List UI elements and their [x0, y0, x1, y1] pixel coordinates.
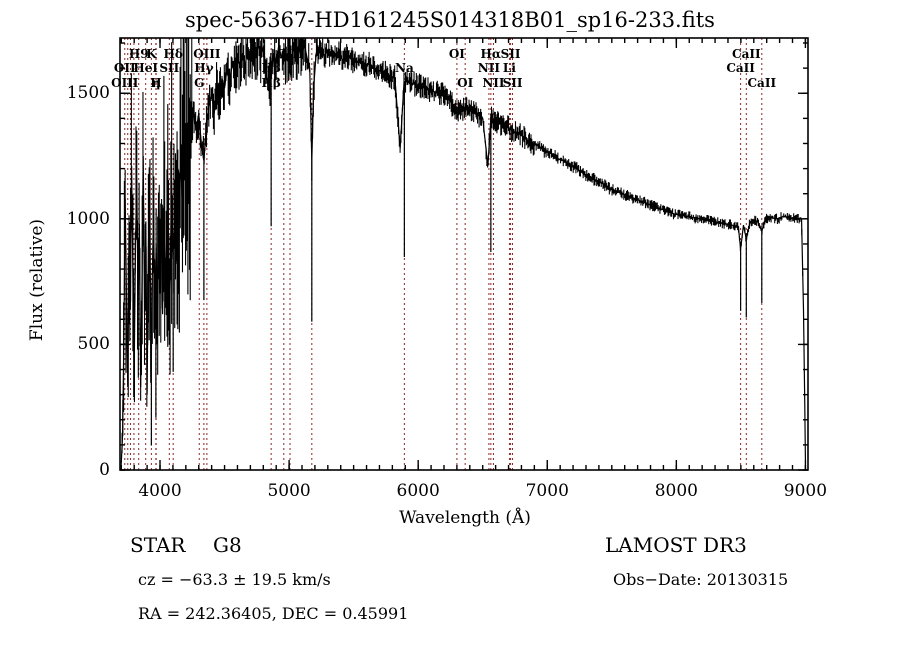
x-tick-label: 7000: [525, 481, 569, 501]
spectral-line-label: NII: [477, 61, 501, 75]
x-tick-label: 6000: [396, 481, 440, 501]
spectrum-noise: [120, 38, 804, 465]
spectral-line-label: HeI: [133, 61, 158, 75]
spectral-line-label: OIII: [276, 47, 304, 61]
absorption-line-spikes: [150, 76, 763, 446]
coordinates-label: RA = 242.36405, DEC = 0.45991: [138, 604, 409, 623]
spectral-line-label: Na: [394, 61, 414, 75]
x-tick-label: 4000: [138, 481, 182, 501]
spectral-line-label: Hα: [480, 47, 502, 61]
spectral-line-label: Hβ: [261, 76, 281, 90]
x-tick-label: 5000: [267, 481, 311, 501]
y-tick-label: 500: [77, 334, 110, 355]
radial-velocity-label: cz = −63.3 ± 19.5 km/s: [138, 570, 331, 589]
x-tick-label: 9000: [783, 481, 828, 501]
spectral-line-label: SII: [502, 76, 523, 90]
spectral-line-label: OII: [113, 61, 136, 75]
y-axis-title: Flux (relative): [27, 218, 47, 342]
y-tick-label: 0: [99, 460, 110, 480]
plot-frame: [119, 37, 809, 471]
object-type-label: STAR: [130, 533, 186, 557]
spectral-line-label: SII: [159, 61, 180, 75]
page-title: spec-56367-HD161245S014318B01_sp16-233.f…: [185, 8, 715, 32]
spectral-line-label: K: [146, 47, 157, 61]
spectral-line-label: CaII: [747, 76, 777, 90]
spectral-line-label: Hγ: [194, 61, 214, 75]
spectral-line-label: Li: [502, 61, 516, 75]
axis-ticks: [120, 38, 808, 471]
x-axis-title: Wavelength (Å): [399, 508, 531, 528]
spectral-line-label: G: [194, 76, 205, 90]
spectral-line-label: CaII: [732, 47, 761, 61]
spectral-line-label: OIII: [111, 76, 139, 90]
y-tick-label: 1500: [66, 83, 110, 104]
spectral-line-label: η: [151, 76, 161, 90]
spectral-line-label: CaII: [726, 61, 755, 75]
survey-label: LAMOST DR3: [605, 533, 747, 557]
spectral-line-label: Hδ: [163, 47, 183, 61]
y-tick-label: 1000: [66, 208, 110, 229]
spectral-line-label: OI: [448, 47, 465, 61]
spectral-class-label: G8: [213, 533, 242, 557]
spectral-line-label: Hβ: [261, 61, 281, 75]
spectral-line-label: OIII: [193, 47, 221, 61]
spectral-line-label: SII: [500, 47, 521, 61]
spectral-line-label: OI: [457, 76, 474, 90]
spectral-line-label: H9: [128, 47, 149, 61]
spectral-line-label: H: [150, 76, 162, 90]
x-tick-label: 8000: [654, 481, 698, 501]
obs-date-label: Obs−Date: 20130315: [613, 570, 789, 589]
spectral-line-label: NII: [482, 76, 505, 90]
